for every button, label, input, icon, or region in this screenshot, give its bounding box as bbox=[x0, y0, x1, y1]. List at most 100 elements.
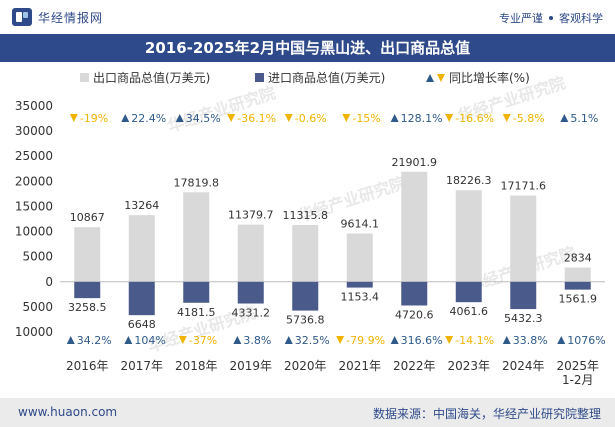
x-tick-label: 2016年 bbox=[66, 359, 109, 373]
footer-website[interactable]: www.huaon.com bbox=[18, 405, 118, 419]
x-tick-label: 2019年 bbox=[229, 359, 272, 373]
import-growth-label: 34.2% bbox=[77, 334, 112, 347]
y-tick-label: 35000 bbox=[15, 99, 53, 113]
export-bar bbox=[401, 171, 428, 282]
legend-label-import: 进口商品总值(万美元) bbox=[268, 70, 385, 85]
export-bar bbox=[455, 190, 482, 282]
tagline: 专业严谨 客观科学 bbox=[499, 10, 603, 26]
import-bar bbox=[564, 281, 591, 290]
export-growth-up-triangle-icon bbox=[175, 114, 184, 122]
export-value-label: 18226.3 bbox=[446, 174, 492, 187]
import-growth-up-triangle-icon bbox=[557, 336, 566, 344]
export-value-label: 11379.7 bbox=[228, 209, 274, 222]
import-growth-up-triangle-icon bbox=[124, 336, 133, 344]
import-bar bbox=[510, 281, 537, 310]
export-bar bbox=[292, 224, 319, 282]
import-growth-up-triangle-icon bbox=[66, 336, 75, 344]
x-tick-label: 2018年 bbox=[175, 359, 218, 373]
legend-swatch-export bbox=[80, 73, 89, 82]
import-growth-up-triangle-icon bbox=[390, 336, 399, 344]
import-bar bbox=[401, 281, 428, 306]
export-value-label: 11315.8 bbox=[283, 209, 329, 222]
export-growth-label: -36.1% bbox=[237, 112, 276, 125]
export-bar bbox=[346, 233, 373, 282]
x-tick-label: 2020年 bbox=[284, 359, 327, 373]
export-growth-down-triangle-icon bbox=[342, 114, 351, 122]
import-bar bbox=[455, 281, 482, 303]
import-value-label: 4181.5 bbox=[177, 306, 216, 319]
import-growth-label: 316.6% bbox=[401, 334, 443, 347]
import-bar bbox=[237, 281, 264, 304]
export-growth-label: 5.1% bbox=[570, 112, 598, 125]
import-bar bbox=[128, 281, 155, 316]
export-bar bbox=[510, 195, 537, 282]
import-growth-up-triangle-icon bbox=[502, 336, 511, 344]
legend-swatch-import bbox=[255, 73, 264, 82]
dot-icon bbox=[549, 16, 553, 20]
export-growth-label: -0.6% bbox=[295, 112, 327, 125]
tagline-objective: 客观科学 bbox=[559, 12, 603, 25]
export-growth-label: -5.8% bbox=[513, 112, 545, 125]
export-bar bbox=[183, 192, 210, 282]
import-bar bbox=[346, 281, 373, 288]
y-tick-label: 0 bbox=[45, 275, 53, 289]
import-value-label: 4331.2 bbox=[232, 307, 271, 320]
x-tick-label: 2025年 bbox=[556, 359, 599, 373]
y-tick-label: 10000 bbox=[15, 225, 53, 239]
y-tick-label: 5000 bbox=[22, 250, 53, 264]
export-growth-down-triangle-icon bbox=[284, 114, 293, 122]
import-growth-label: -14.1% bbox=[455, 334, 494, 347]
export-growth-down-triangle-icon bbox=[445, 114, 454, 122]
import-growth-label: -79.9% bbox=[346, 334, 385, 347]
x-tick-label: 2022年 bbox=[393, 359, 436, 373]
export-bar bbox=[74, 227, 101, 282]
logo-icon bbox=[12, 8, 32, 26]
y-tick-label: 25000 bbox=[15, 149, 53, 163]
export-growth-label: 34.5% bbox=[186, 112, 221, 125]
export-value-label: 21901.9 bbox=[392, 156, 438, 169]
y-tick-label: 5000 bbox=[22, 300, 53, 314]
export-growth-label: 128.1% bbox=[401, 112, 443, 125]
import-value-label: 5432.3 bbox=[504, 312, 543, 325]
export-growth-up-triangle-icon bbox=[560, 114, 569, 122]
export-growth-label: -16.6% bbox=[455, 112, 494, 125]
import-value-label: 6648 bbox=[128, 318, 156, 331]
export-value-label: 9614.1 bbox=[341, 217, 380, 230]
export-growth-up-triangle-icon bbox=[121, 114, 130, 122]
brand-name: 华经情报网 bbox=[38, 10, 104, 25]
export-growth-up-triangle-icon bbox=[390, 114, 399, 122]
import-bar bbox=[292, 281, 319, 311]
import-growth-label: 33.8% bbox=[513, 334, 548, 347]
import-growth-down-triangle-icon bbox=[445, 336, 454, 344]
import-growth-label: 104% bbox=[134, 334, 165, 347]
import-value-label: 3258.5 bbox=[68, 301, 107, 314]
export-growth-label: -15% bbox=[352, 112, 380, 125]
x-tick-label: 2024年 bbox=[502, 359, 545, 373]
export-value-label: 17171.6 bbox=[501, 180, 547, 193]
export-growth-down-triangle-icon bbox=[227, 114, 236, 122]
export-value-label: 13264 bbox=[124, 199, 159, 212]
x-tick-label: 2023年 bbox=[447, 359, 490, 373]
import-growth-down-triangle-icon bbox=[336, 336, 345, 344]
legend-label-export: 出口商品总值(万美元) bbox=[93, 70, 210, 85]
legend-up-triangle-icon bbox=[426, 74, 434, 82]
import-value-label: 4061.6 bbox=[450, 305, 489, 318]
x-tick-label: 1-2月 bbox=[562, 373, 594, 387]
import-growth-label: 32.5% bbox=[295, 334, 330, 347]
tagline-professional: 专业严谨 bbox=[499, 12, 543, 25]
export-growth-label: -19% bbox=[80, 112, 108, 125]
export-value-label: 2834 bbox=[564, 252, 592, 265]
export-growth-label: 22.4% bbox=[131, 112, 166, 125]
export-value-label: 10867 bbox=[70, 211, 105, 224]
export-bar bbox=[564, 267, 591, 282]
chart-svg: 华经产业研究院华经产业研究院华经产业研究院华经产业研究院华经产业研究院出口商品总… bbox=[15, 70, 606, 387]
import-value-label: 4720.6 bbox=[395, 308, 434, 321]
y-tick-label: 10000 bbox=[15, 325, 53, 339]
import-growth-up-triangle-icon bbox=[233, 336, 242, 344]
y-tick-label: 30000 bbox=[15, 124, 53, 138]
brand-logo[interactable]: 华经情报网 bbox=[12, 8, 103, 26]
x-tick-label: 2017年 bbox=[120, 359, 163, 373]
import-bar bbox=[74, 281, 101, 299]
export-growth-down-triangle-icon bbox=[502, 114, 511, 122]
import-growth-down-triangle-icon bbox=[178, 336, 187, 344]
